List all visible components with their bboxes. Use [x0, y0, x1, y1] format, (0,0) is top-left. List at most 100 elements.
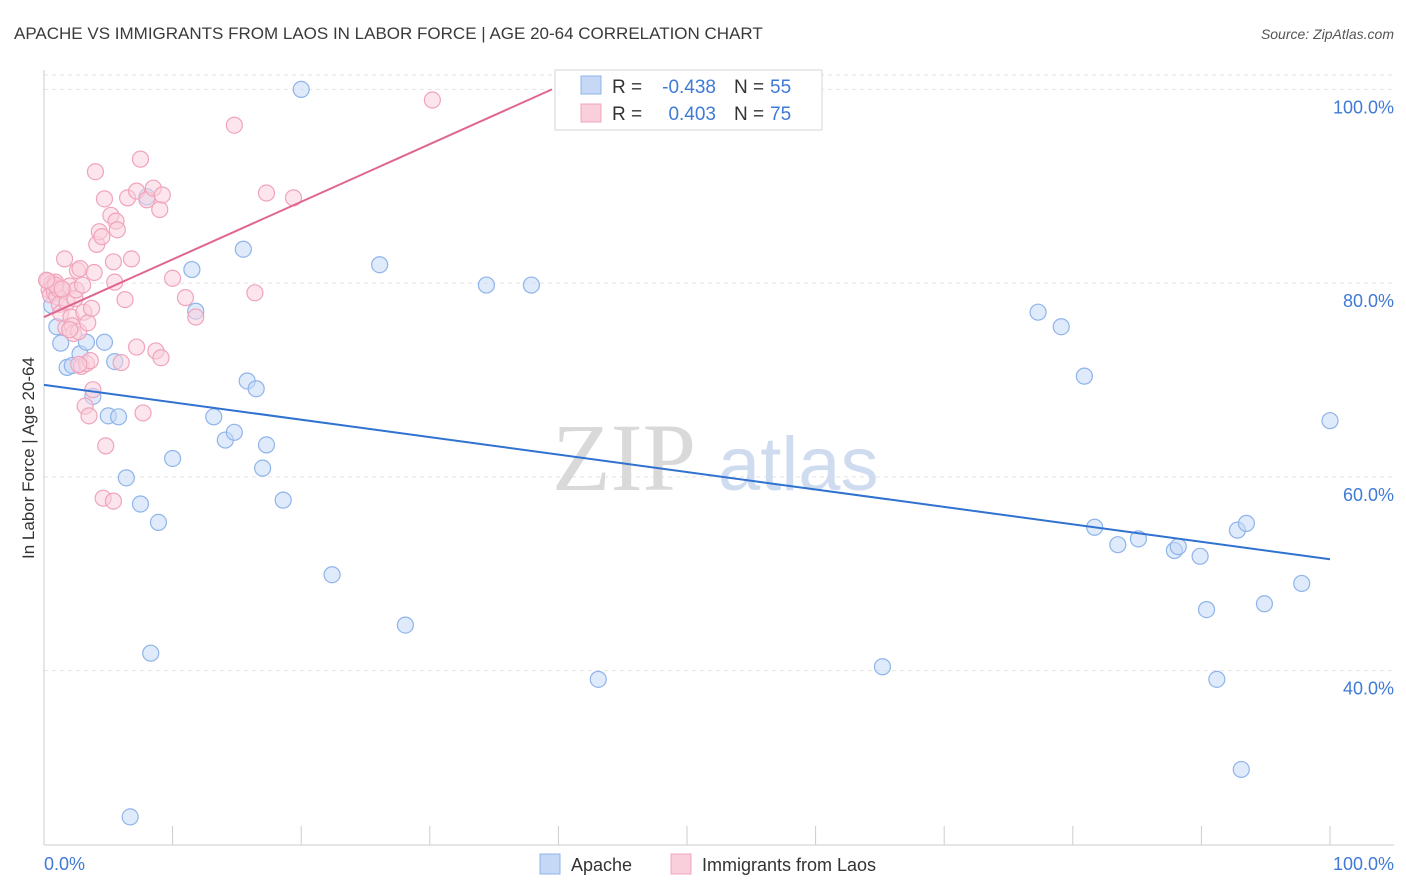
series-legend: Apache Immigrants from Laos — [539, 853, 876, 875]
stats-legend-n-label-laos: N = — [734, 104, 764, 125]
apache-point — [234, 240, 252, 258]
apache-point — [1129, 530, 1147, 548]
watermark-atlas: atlas — [718, 422, 879, 507]
apache-point — [1075, 367, 1093, 385]
apache-point — [95, 333, 114, 351]
stats-legend-n-label-apache: N = — [734, 77, 764, 98]
laos-point — [152, 349, 170, 367]
laos-point — [225, 116, 243, 134]
laos-point — [104, 492, 123, 510]
legend-label-apache: Apache — [571, 855, 632, 875]
laos-point — [246, 284, 264, 302]
laos-point — [108, 221, 126, 239]
laos-point — [164, 269, 182, 287]
laos-point — [86, 163, 105, 181]
apache-point — [164, 449, 182, 468]
apache-point — [1052, 318, 1070, 336]
apache-point — [1255, 595, 1274, 613]
series-immigrants-from-laos — [37, 91, 441, 510]
y-tick-label: 100.0% — [1333, 97, 1394, 117]
stats-legend: R = -0.438 N = 55 R = 0.403 N = 75 — [554, 69, 823, 131]
apache-point — [1232, 760, 1250, 779]
laos-point — [61, 321, 79, 339]
apache-point — [121, 808, 139, 826]
laos-point — [53, 280, 71, 298]
stats-legend-r-apache: -0.438 — [662, 77, 716, 98]
apache-point — [873, 658, 892, 676]
apache-point — [1208, 670, 1226, 688]
x-tick-label-min: 0.0% — [44, 854, 85, 874]
laos-point — [82, 299, 101, 317]
stats-legend-swatch-laos — [580, 103, 602, 123]
laos-point — [73, 276, 92, 294]
apache-point — [52, 334, 70, 352]
laos-point — [127, 338, 146, 356]
x-ticks — [43, 826, 1331, 845]
laos-point — [122, 250, 141, 268]
laos-point — [80, 407, 98, 425]
legend-label-laos: Immigrants from Laos — [702, 855, 876, 875]
laos-point — [55, 250, 74, 268]
chart-title: APACHE VS IMMIGRANTS FROM LAOS IN LABOR … — [14, 24, 763, 43]
trend-line-apache — [43, 383, 1331, 561]
laos-point — [131, 150, 150, 168]
apache-point — [477, 276, 495, 294]
laos-point — [112, 353, 130, 372]
laos-point — [257, 184, 276, 202]
laos-point — [79, 314, 97, 332]
apache-point — [1197, 600, 1216, 619]
axes — [43, 70, 1394, 846]
legend-swatch-apache — [539, 853, 561, 875]
y-tick-label: 40.0% — [1343, 679, 1394, 699]
apache-point — [1109, 536, 1127, 554]
laos-point — [70, 355, 88, 374]
y-axis-title: In Labor Force | Age 20-64 — [19, 357, 38, 559]
laos-point — [116, 290, 134, 309]
apache-point — [254, 459, 272, 477]
laos-point — [85, 263, 103, 282]
apache-point — [522, 276, 540, 294]
apache-point — [225, 423, 243, 441]
apache-point — [1293, 574, 1311, 593]
y-tick-label: 80.0% — [1343, 291, 1394, 311]
laos-point — [93, 228, 111, 246]
stats-legend-r-laos: 0.403 — [668, 104, 716, 125]
apache-point — [142, 644, 160, 662]
apache-point — [371, 256, 389, 274]
apache-point — [131, 495, 150, 513]
laos-point — [153, 186, 171, 204]
laos-point — [37, 271, 56, 289]
apache-point — [117, 469, 135, 487]
apache-point — [396, 616, 414, 634]
apache-point — [247, 380, 265, 398]
series-apache — [43, 80, 1339, 826]
laos-point — [104, 253, 123, 271]
chart-source: Source: ZipAtlas.com — [1261, 26, 1394, 42]
apache-point — [257, 436, 276, 454]
legend-swatch-laos — [670, 853, 692, 875]
laos-point — [71, 259, 89, 278]
apache-point — [323, 566, 341, 584]
stats-legend-n-apache: 55 — [770, 77, 791, 98]
laos-point — [151, 200, 169, 219]
stats-legend-r-label-apache: R = — [612, 77, 642, 98]
apache-point — [292, 80, 310, 98]
laos-point — [84, 381, 102, 399]
laos-point — [95, 190, 114, 208]
x-tick-label-max: 100.0% — [1333, 854, 1394, 874]
apache-point — [589, 670, 607, 688]
apache-point — [149, 513, 168, 532]
apache-point — [205, 408, 223, 426]
laos-point — [176, 289, 195, 307]
laos-point — [187, 308, 205, 326]
trend-line-immigrants-from-laos — [43, 88, 553, 318]
apache-point — [1169, 538, 1187, 556]
apache-point — [1321, 412, 1339, 430]
apache-point — [1191, 547, 1209, 565]
apache-point — [274, 491, 292, 509]
laos-point — [97, 437, 115, 455]
laos-point — [423, 91, 441, 109]
apache-point — [183, 260, 201, 279]
apache-point — [1237, 514, 1256, 532]
apache-point — [1029, 303, 1047, 321]
